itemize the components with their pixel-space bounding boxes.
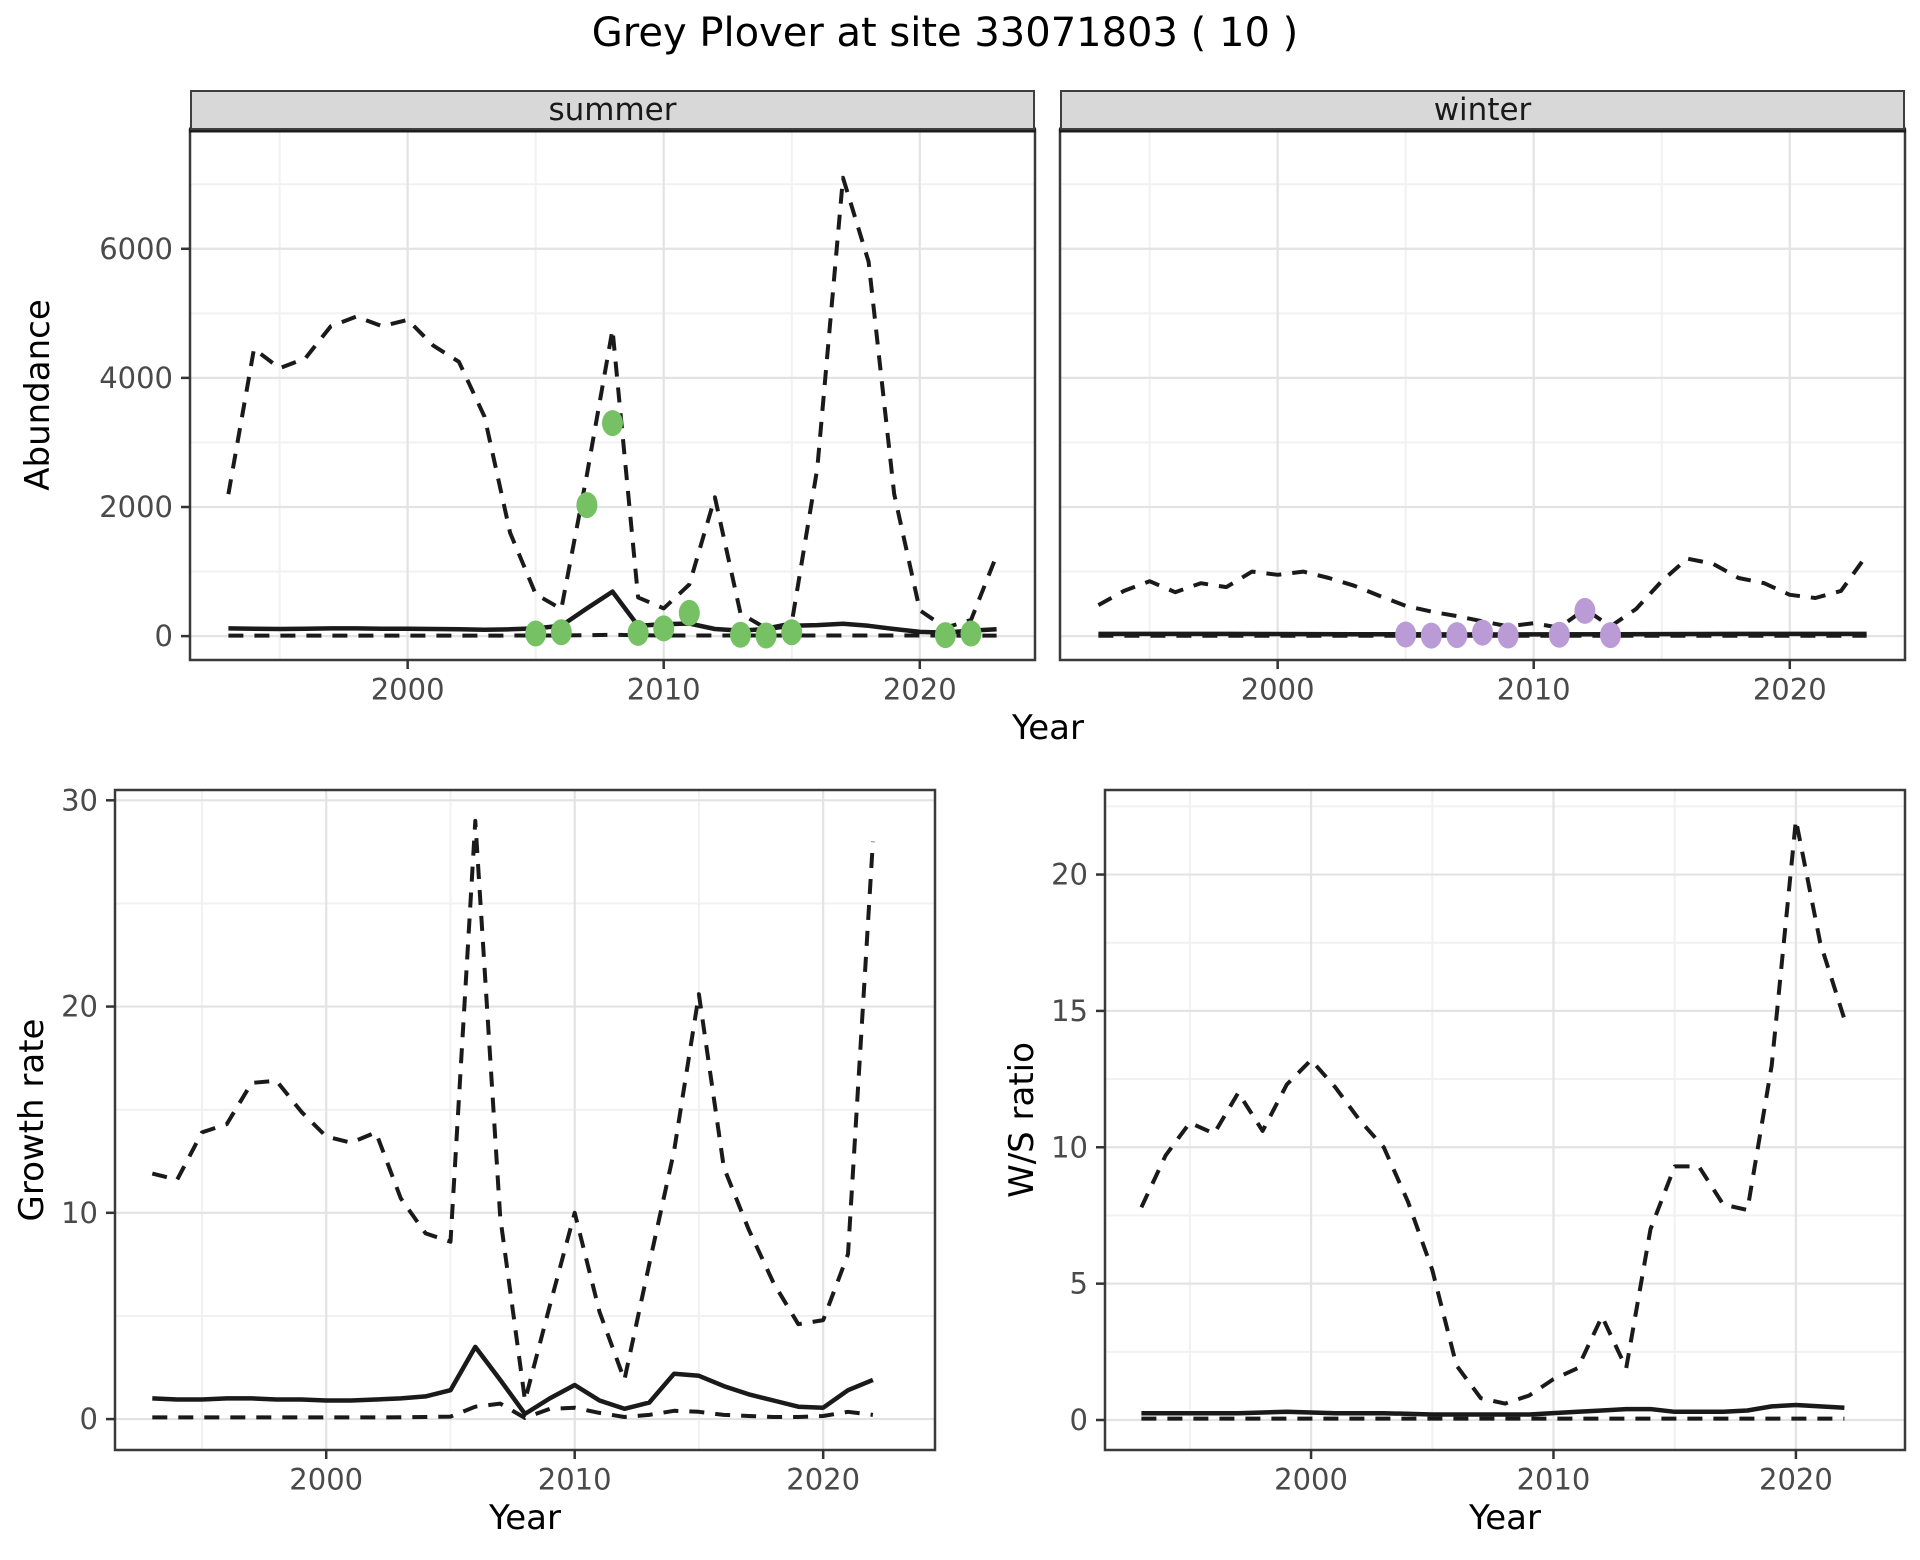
summer-observation-point bbox=[576, 492, 598, 519]
summer-observation-point bbox=[653, 615, 675, 642]
ws-ratio-upper-ci-line bbox=[1139, 818, 1847, 1406]
y-axis-title-ws-ratio: W/S ratio bbox=[1002, 1042, 1042, 1198]
summer-observation-point bbox=[781, 619, 803, 646]
winter-observation-point bbox=[1600, 622, 1621, 649]
winter-observation-point bbox=[1472, 619, 1493, 646]
x-tick-label: 2000 bbox=[289, 1463, 363, 1497]
x-tick-label: 2020 bbox=[1753, 673, 1827, 707]
abundance-winter-panel-background bbox=[1060, 130, 1905, 660]
summer-observation-point bbox=[550, 619, 572, 646]
y-tick-label: 15 bbox=[1051, 994, 1088, 1028]
facet-strip-summer: summer bbox=[190, 90, 1035, 130]
winter-observation-point bbox=[1548, 621, 1570, 648]
ws-ratio-panel-background bbox=[1105, 790, 1905, 1450]
growth-rate-upper-ci-line bbox=[151, 818, 875, 1403]
y-tick-label: 5 bbox=[1070, 1267, 1088, 1301]
ws-ratio-panel-border bbox=[1103, 788, 1907, 1452]
winter-observation-point bbox=[1574, 597, 1596, 624]
x-tick-label: 2000 bbox=[371, 673, 445, 707]
x-axis-title-ws-ratio: Year bbox=[1469, 1498, 1541, 1538]
winter-observation-point bbox=[1420, 622, 1442, 649]
abundance-summer-estimate-line bbox=[228, 589, 997, 635]
y-tick-label: 10 bbox=[1051, 1130, 1088, 1164]
x-axis-title-top: Year bbox=[1012, 708, 1084, 748]
abundance-winter-upper-ci-line bbox=[1097, 554, 1869, 630]
abundance-summer-panel-background bbox=[190, 130, 1035, 660]
x-tick-label: 2010 bbox=[538, 1463, 612, 1497]
winter-observation-point bbox=[1497, 622, 1519, 649]
growth-rate-panel: 2000 2010 2020 0 10 20 30 bbox=[61, 783, 937, 1497]
summer-observation-point bbox=[678, 599, 700, 626]
y-tick-label: 10 bbox=[61, 1196, 98, 1230]
abundance-summer-upper-ci-line bbox=[226, 175, 999, 631]
plot-title: Grey Plover at site 33071803 ( 10 ) bbox=[591, 10, 1299, 56]
summer-observation-point bbox=[602, 410, 623, 437]
x-axis-title-growth-rate: Year bbox=[489, 1498, 561, 1538]
growth-rate-panel-border bbox=[113, 788, 937, 1452]
summer-observation-point bbox=[627, 619, 649, 646]
y-tick-label: 4000 bbox=[99, 361, 173, 395]
summer-observation-point bbox=[960, 620, 982, 647]
x-tick-label: 2000 bbox=[1241, 673, 1315, 707]
growth-rate-panel-background bbox=[115, 790, 935, 1450]
y-axis-title-growth-rate: Growth rate bbox=[12, 1018, 52, 1222]
x-tick-label: 2020 bbox=[883, 673, 957, 707]
y-tick-label: 20 bbox=[1051, 858, 1088, 892]
ws-ratio-panel: 2000 2010 2020 0 5 10 15 20 bbox=[1051, 788, 1907, 1497]
y-tick-label: 6000 bbox=[99, 232, 173, 266]
growth-rate-estimate-line bbox=[152, 1344, 874, 1417]
summer-observation-point bbox=[934, 622, 956, 649]
x-tick-label: 2020 bbox=[1759, 1463, 1833, 1497]
summer-observation-point bbox=[525, 620, 547, 647]
abundance-summer-panel: 2000 2010 2020 0 2000 4000 6000 bbox=[99, 127, 1037, 707]
winter-observation-point bbox=[1446, 622, 1468, 649]
x-tick-label: 2010 bbox=[627, 673, 701, 707]
y-tick-label: 0 bbox=[155, 619, 173, 653]
x-tick-label: 2010 bbox=[1517, 1463, 1591, 1497]
growth-rate-lower-ci-line bbox=[152, 1401, 874, 1420]
winter-observation-point bbox=[1395, 621, 1417, 648]
summer-observation-point bbox=[730, 621, 751, 648]
x-tick-label: 2020 bbox=[786, 1463, 860, 1497]
y-tick-label: 0 bbox=[1070, 1403, 1088, 1437]
abundance-winter-panel: 2000 2010 2020 bbox=[1058, 127, 1907, 707]
summer-observation-point bbox=[755, 622, 777, 649]
ws-ratio-estimate-line bbox=[1141, 1402, 1845, 1417]
y-tick-label: 20 bbox=[61, 990, 98, 1024]
y-tick-label: 2000 bbox=[99, 490, 173, 524]
x-tick-label: 2010 bbox=[1497, 673, 1571, 707]
x-tick-label: 2000 bbox=[1274, 1463, 1348, 1497]
facet-strip-winter: winter bbox=[1060, 90, 1905, 130]
y-tick-label: 30 bbox=[61, 783, 98, 817]
y-tick-label: 0 bbox=[80, 1402, 98, 1436]
y-axis-title-abundance: Abundance bbox=[18, 299, 58, 491]
